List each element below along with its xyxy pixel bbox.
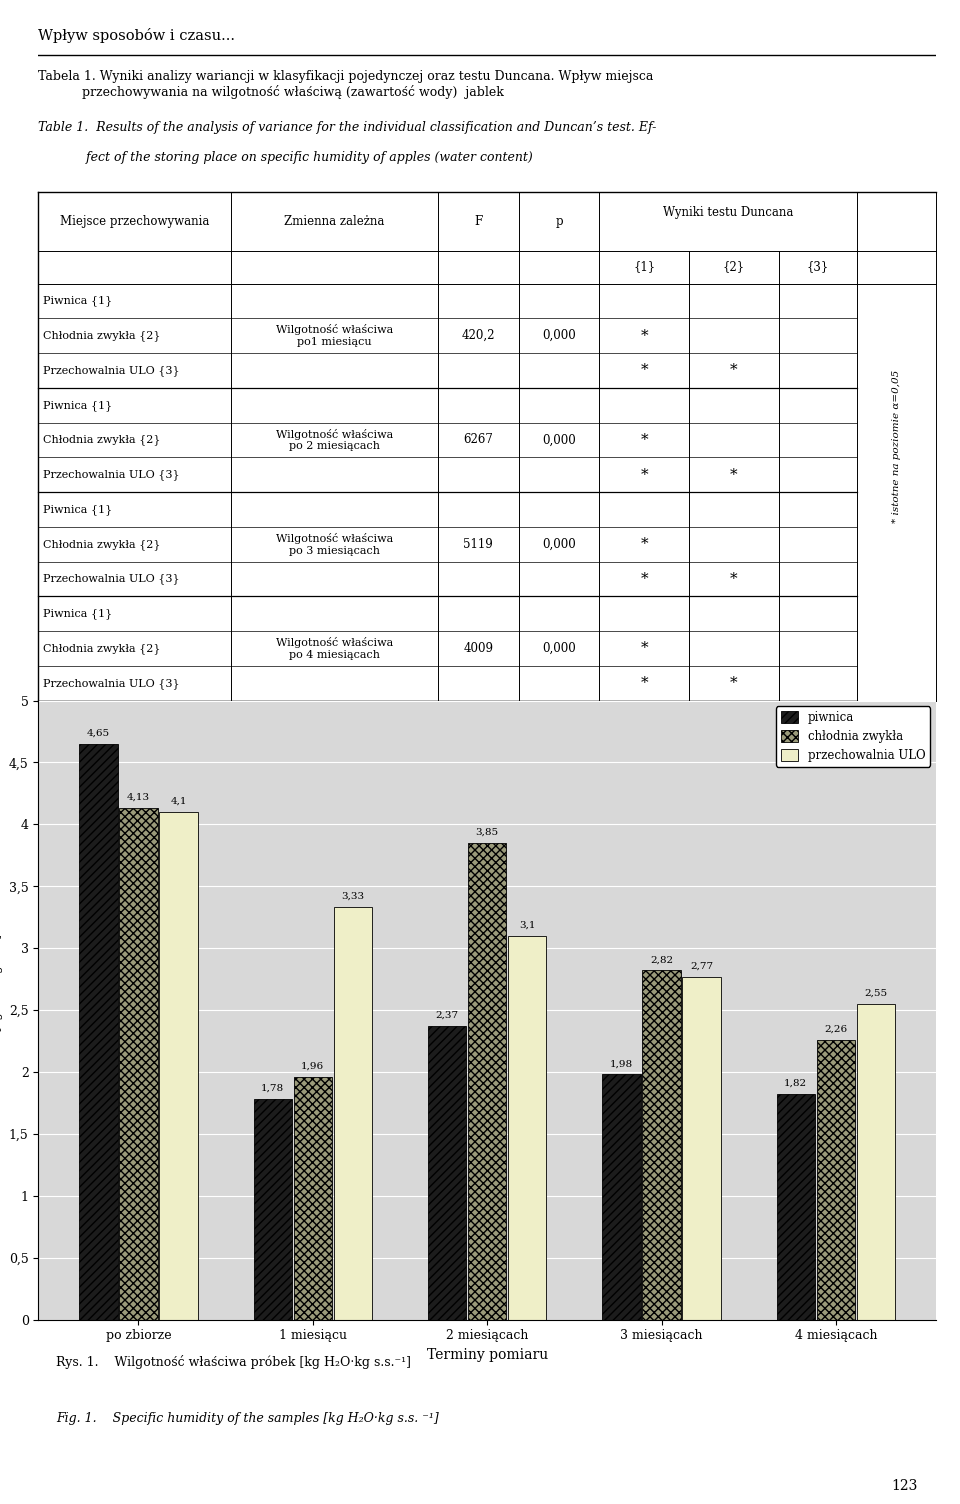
Text: *: *	[640, 433, 648, 447]
X-axis label: Terminy pomiaru: Terminy pomiaru	[426, 1348, 548, 1363]
Text: 3,33: 3,33	[342, 892, 365, 901]
Text: *: *	[640, 329, 648, 343]
Legend: piwnica, chłodnia zwykła, przechowalnia ULO: piwnica, chłodnia zwykła, przechowalnia …	[776, 707, 930, 767]
Text: *: *	[640, 364, 648, 378]
Text: 2,55: 2,55	[864, 988, 888, 997]
Text: *: *	[731, 468, 738, 481]
Text: 0,000: 0,000	[542, 642, 576, 654]
Text: 6267: 6267	[464, 433, 493, 447]
Text: Wpływ sposobów i czasu...: Wpływ sposobów i czasu...	[38, 27, 235, 42]
Text: Chłodnia zwykła {2}: Chłodnia zwykła {2}	[43, 435, 160, 445]
Text: *: *	[640, 537, 648, 550]
Text: 123: 123	[892, 1478, 918, 1493]
Text: Przechowalnia ULO {3}: Przechowalnia ULO {3}	[43, 573, 180, 585]
Text: 3,1: 3,1	[519, 920, 536, 929]
Text: *: *	[731, 364, 738, 378]
Text: Przechowalnia ULO {3}: Przechowalnia ULO {3}	[43, 469, 180, 480]
Text: Piwnica {1}: Piwnica {1}	[43, 296, 112, 307]
Bar	[683, 976, 721, 1319]
Text: Wilgotność właściwa
po 4 miesiącach: Wilgotność właściwa po 4 miesiącach	[276, 638, 394, 660]
Bar	[642, 970, 681, 1319]
Text: 420,2: 420,2	[462, 329, 495, 343]
Text: 1,82: 1,82	[784, 1078, 807, 1087]
Text: 2,37: 2,37	[436, 1011, 459, 1020]
Text: p: p	[555, 215, 563, 227]
Bar	[817, 1039, 855, 1319]
Text: Rys. 1.    Wilgotność właściwa próbek [kg H₂O·kg s.s.⁻¹]: Rys. 1. Wilgotność właściwa próbek [kg H…	[57, 1355, 411, 1369]
Text: Tabela 1. Wyniki analizy wariancji w klasyfikacji pojedynczej oraz testu Duncana: Tabela 1. Wyniki analizy wariancji w kla…	[38, 71, 654, 99]
Y-axis label: Wartości [kg H₂O·kg⁻¹s.s]: Wartości [kg H₂O·kg⁻¹s.s]	[0, 934, 4, 1086]
Text: *: *	[731, 677, 738, 690]
Text: {2}: {2}	[723, 260, 745, 274]
Bar	[777, 1095, 815, 1319]
Text: Zmienna zależna: Zmienna zależna	[284, 215, 385, 227]
Bar	[253, 1099, 292, 1319]
Text: 4,1: 4,1	[170, 797, 187, 806]
Text: 0,000: 0,000	[542, 329, 576, 343]
Text: {3}: {3}	[806, 260, 829, 274]
Text: 4,65: 4,65	[86, 729, 110, 737]
Text: Table 1.  Results of the analysis of variance for the individual classification : Table 1. Results of the analysis of vari…	[38, 120, 657, 134]
Text: F: F	[474, 215, 482, 227]
Text: *: *	[640, 677, 648, 690]
Text: 1,96: 1,96	[301, 1062, 324, 1071]
Text: 0,000: 0,000	[542, 433, 576, 447]
Text: * istotne na poziomie α=0,05: * istotne na poziomie α=0,05	[892, 370, 901, 523]
Text: *: *	[731, 572, 738, 587]
Bar	[428, 1026, 467, 1319]
Text: Piwnica {1}: Piwnica {1}	[43, 400, 112, 411]
Bar	[334, 907, 372, 1319]
Text: *: *	[640, 572, 648, 587]
Text: *: *	[640, 468, 648, 481]
Text: Piwnica {1}: Piwnica {1}	[43, 504, 112, 514]
Text: 1,98: 1,98	[610, 1059, 633, 1068]
Text: 4,13: 4,13	[127, 793, 150, 802]
Text: Chłodnia zwykła {2}: Chłodnia zwykła {2}	[43, 331, 160, 341]
Text: {1}: {1}	[634, 260, 656, 274]
Text: Przechowalnia ULO {3}: Przechowalnia ULO {3}	[43, 678, 180, 689]
Text: 3,85: 3,85	[475, 827, 499, 836]
Text: Miejsce przechowywania: Miejsce przechowywania	[60, 215, 209, 227]
Text: Przechowalnia ULO {3}: Przechowalnia ULO {3}	[43, 365, 180, 376]
Bar	[159, 812, 198, 1319]
Text: Wilgotność właściwa
po 2 miesiącach: Wilgotność właściwa po 2 miesiącach	[276, 429, 394, 451]
Text: Piwnica {1}: Piwnica {1}	[43, 608, 112, 620]
Bar	[468, 842, 506, 1319]
Bar	[119, 808, 157, 1319]
Text: 0,000: 0,000	[542, 538, 576, 550]
Text: 2,77: 2,77	[690, 961, 713, 970]
Bar	[294, 1077, 332, 1319]
Bar	[79, 744, 117, 1319]
Text: *: *	[640, 641, 648, 656]
Text: 5119: 5119	[464, 538, 493, 550]
Text: 4009: 4009	[464, 642, 493, 654]
Text: 2,26: 2,26	[825, 1024, 848, 1033]
Bar	[508, 935, 546, 1319]
Text: Fig. 1.    Specific humidity of the samples [kg H₂O·kg s.s. ⁻¹]: Fig. 1. Specific humidity of the samples…	[57, 1412, 439, 1424]
Text: 1,78: 1,78	[261, 1084, 284, 1093]
Text: fect of the storing place on specific humidity of apples (water content): fect of the storing place on specific hu…	[38, 152, 533, 164]
Text: Chłodnia zwykła {2}: Chłodnia zwykła {2}	[43, 538, 160, 549]
Text: 2,82: 2,82	[650, 955, 673, 964]
Bar	[857, 1003, 896, 1319]
Text: Chłodnia zwykła {2}: Chłodnia zwykła {2}	[43, 644, 160, 654]
Text: Wilgotność właściwa
po 3 miesiącach: Wilgotność właściwa po 3 miesiącach	[276, 532, 394, 555]
Text: Źródło: obliczenia własne autorów: Źródło: obliczenia własne autorów	[662, 716, 857, 726]
Text: Wilgotność właściwa
po1 miesiącu: Wilgotność właściwa po1 miesiącu	[276, 325, 394, 347]
Bar	[602, 1074, 640, 1319]
Text: Wyniki testu Duncana: Wyniki testu Duncana	[663, 206, 793, 220]
